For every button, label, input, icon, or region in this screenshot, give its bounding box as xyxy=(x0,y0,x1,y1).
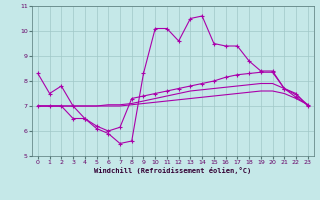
X-axis label: Windchill (Refroidissement éolien,°C): Windchill (Refroidissement éolien,°C) xyxy=(94,167,252,174)
